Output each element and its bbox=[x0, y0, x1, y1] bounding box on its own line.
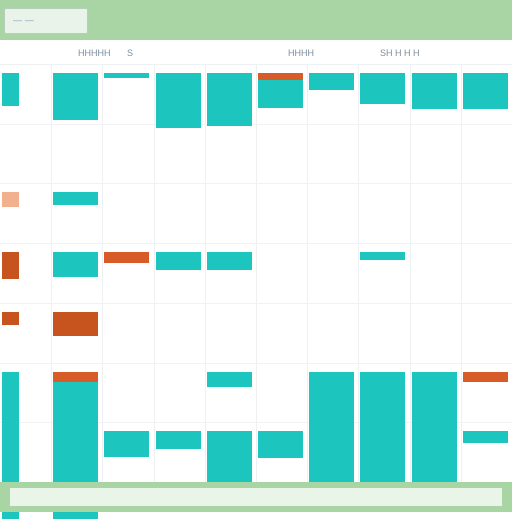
calendar-event-block[interactable] bbox=[207, 372, 252, 387]
column-header-label-3: HHHH bbox=[288, 48, 314, 58]
grid-hline bbox=[0, 422, 512, 423]
grid-hline bbox=[0, 243, 512, 244]
top-bar: — — bbox=[0, 0, 512, 40]
calendar-event-block[interactable] bbox=[53, 73, 98, 120]
column-header-label-4: SH H H H bbox=[380, 48, 420, 58]
column-header-label-1: HHHHH bbox=[78, 48, 111, 58]
calendar-event-block[interactable] bbox=[360, 73, 405, 104]
calendar-event-block[interactable] bbox=[156, 252, 201, 270]
bottom-bar bbox=[0, 482, 512, 512]
grid-vline bbox=[410, 64, 411, 482]
grid-vline bbox=[461, 64, 462, 482]
column-header: HHHHH S HHHH SH H H H bbox=[0, 40, 512, 65]
grid-hline bbox=[0, 303, 512, 304]
calendar-event-block[interactable] bbox=[463, 372, 508, 382]
calendar-event-block[interactable] bbox=[104, 73, 149, 78]
calendar-event-block[interactable] bbox=[309, 73, 354, 90]
calendar-event-block[interactable] bbox=[104, 252, 149, 263]
calendar-event-block[interactable] bbox=[2, 252, 19, 279]
grid-vline bbox=[256, 64, 257, 482]
calendar-event-block[interactable] bbox=[156, 431, 201, 449]
bottom-bar-inner bbox=[10, 488, 502, 506]
calendar-event-block[interactable] bbox=[156, 73, 201, 128]
calendar-event-block[interactable] bbox=[412, 73, 457, 109]
grid-vline bbox=[358, 64, 359, 482]
grid-hline bbox=[0, 124, 512, 125]
calendar-event-block[interactable] bbox=[258, 431, 303, 458]
calendar-event-block[interactable] bbox=[53, 372, 98, 382]
calendar-event-block[interactable] bbox=[463, 431, 508, 443]
calendar-event-block[interactable] bbox=[258, 73, 303, 80]
window-tab[interactable]: — — bbox=[4, 8, 88, 34]
calendar-event-block[interactable] bbox=[53, 192, 98, 205]
grid-vline bbox=[307, 64, 308, 482]
calendar-event-block[interactable] bbox=[207, 73, 252, 126]
calendar-event-block[interactable] bbox=[104, 431, 149, 457]
column-header-label-2: S bbox=[127, 48, 134, 58]
calendar-grid bbox=[0, 64, 512, 519]
grid-hline bbox=[0, 183, 512, 184]
grid-vline bbox=[102, 64, 103, 482]
grid-vline bbox=[205, 64, 206, 482]
calendar-event-block[interactable] bbox=[207, 252, 252, 270]
calendar-event-block[interactable] bbox=[207, 431, 252, 482]
calendar-event-block[interactable] bbox=[2, 192, 19, 207]
calendar-event-block[interactable] bbox=[463, 73, 508, 109]
calendar-event-block[interactable] bbox=[53, 252, 98, 277]
calendar-event-block[interactable] bbox=[2, 73, 19, 106]
calendar-event-block[interactable] bbox=[2, 312, 19, 325]
calendar-event-block[interactable] bbox=[360, 252, 405, 260]
window-tab-label: — — bbox=[13, 15, 35, 25]
calendar-event-block[interactable] bbox=[53, 312, 98, 336]
grid-vline bbox=[154, 64, 155, 482]
grid-vline bbox=[51, 64, 52, 482]
grid-hline bbox=[0, 363, 512, 364]
